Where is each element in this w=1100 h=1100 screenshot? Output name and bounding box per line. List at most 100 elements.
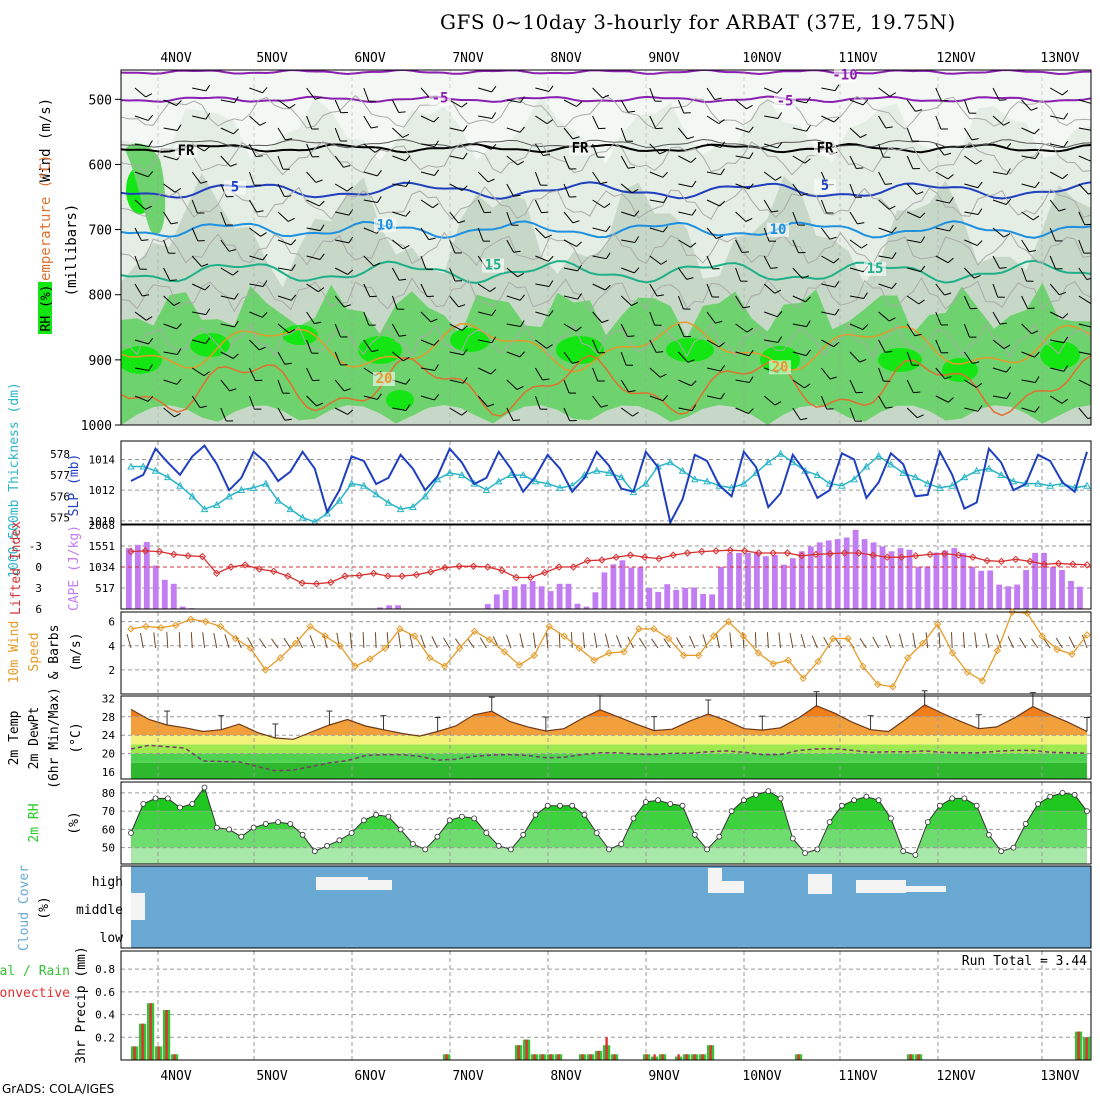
thickness-marker <box>176 481 184 489</box>
wind-barb <box>370 126 379 129</box>
wind-barb <box>1058 208 1066 212</box>
wind-barb <box>235 635 242 649</box>
wind-barb <box>878 171 886 185</box>
wind-barb <box>1021 351 1035 358</box>
wind-barb <box>548 310 554 317</box>
wind-barb <box>805 296 811 303</box>
wind-barb <box>306 311 315 324</box>
lifted-index-marker <box>883 553 891 561</box>
wind-barb <box>620 295 632 306</box>
wind-barb <box>288 328 296 334</box>
date-label-top: 9NOV <box>648 51 679 66</box>
wind-barb <box>363 227 377 234</box>
wind-barb <box>432 203 439 209</box>
wind-barb <box>563 183 570 198</box>
wind-barb <box>348 236 354 244</box>
thickness-marker <box>445 468 454 476</box>
cloud-unit-label: (%) <box>37 896 52 919</box>
wind-barb <box>449 323 463 331</box>
wind-barb <box>634 236 640 243</box>
wind-barb <box>620 155 629 169</box>
temp-tick-label: 16 <box>102 766 115 779</box>
wind-barb <box>546 632 549 649</box>
wind-barb <box>1032 215 1040 221</box>
wind-barb <box>735 155 750 159</box>
wind-barb <box>191 171 201 184</box>
wind-barb <box>691 404 697 411</box>
cape-lifted-index-panel: -3 0 3 6 2068 1551 1034 517 Lifted Index CAPE (J/… <box>9 519 1092 616</box>
wind-barb <box>371 349 379 353</box>
wind-barb <box>1049 255 1057 270</box>
thickness-tick-label: 577 <box>50 469 70 482</box>
wind-barb <box>142 294 150 297</box>
wind-barb <box>255 155 263 157</box>
wind-barb <box>906 295 920 305</box>
wind-barb <box>835 638 843 649</box>
wind-barb <box>821 255 834 264</box>
wind-barb <box>306 143 313 158</box>
lifted-index-marker <box>969 553 977 561</box>
lifted-index-marker <box>312 580 321 588</box>
wind-barb <box>392 183 407 187</box>
wind-barb <box>506 379 518 390</box>
lifted-index-marker <box>1069 560 1077 568</box>
wind-barb <box>491 86 497 93</box>
wind-barb <box>277 351 286 365</box>
wind-barb <box>163 323 177 330</box>
rh-marker <box>851 797 857 804</box>
isotherm-label: -5 <box>777 94 794 110</box>
wind-barb <box>1049 283 1060 296</box>
wind-barb <box>891 282 897 289</box>
rh-tick-label: 60 <box>102 823 115 836</box>
isotherm-label-bg <box>373 372 395 387</box>
rh-marker <box>888 815 894 822</box>
wind-barb <box>126 633 132 649</box>
precip-conv-bar <box>685 1054 688 1060</box>
cape-bar <box>1014 584 1020 609</box>
wind-barb <box>706 367 721 372</box>
wind-barb <box>570 632 573 649</box>
thickness-marker <box>543 479 552 487</box>
wind-barb <box>964 379 977 388</box>
rh-marker <box>152 795 159 802</box>
wind-barb <box>220 351 234 359</box>
wind-barb <box>478 87 492 93</box>
wind-barb <box>849 323 864 330</box>
wind-barb <box>829 236 837 240</box>
lifted-index-marker <box>940 549 949 558</box>
rh-marker <box>691 831 698 838</box>
lifted-index-marker <box>369 569 378 578</box>
wind-barb <box>134 87 147 98</box>
wind-speed-marker <box>187 615 195 623</box>
cape-bar <box>493 594 500 609</box>
temp-unit-label: (°C) <box>69 722 84 753</box>
cape-bar <box>1068 581 1074 609</box>
temp-band <box>131 753 1087 763</box>
wind-barb <box>971 138 979 141</box>
wind-barb <box>678 127 688 140</box>
wind-barb <box>1049 171 1063 180</box>
wind-barb <box>260 232 267 237</box>
rh-marker <box>1059 790 1066 796</box>
cape-tick-label: 1551 <box>89 540 116 553</box>
precip-conv-bar <box>517 1045 520 1060</box>
wind-barb <box>888 205 896 210</box>
wind-barb <box>306 395 317 407</box>
wind-barb <box>290 239 297 246</box>
wind-barb <box>915 109 923 112</box>
date-label-bottom: 9NOV <box>648 1069 679 1084</box>
isotherm-label-bg <box>482 258 504 273</box>
wind-barb <box>592 255 607 260</box>
wind-barb <box>249 255 263 261</box>
wind-barb <box>627 335 635 338</box>
wind-barb <box>627 166 636 169</box>
wind-barb <box>363 311 370 326</box>
wind-barb <box>461 410 468 416</box>
wind-barb <box>543 153 551 157</box>
thickness-marker <box>641 479 650 487</box>
lifted-index-marker <box>498 566 506 575</box>
lifted-index-marker <box>997 557 1006 566</box>
rh-marker <box>679 802 686 809</box>
wind-barb <box>859 358 867 363</box>
wind-barb <box>145 316 153 321</box>
